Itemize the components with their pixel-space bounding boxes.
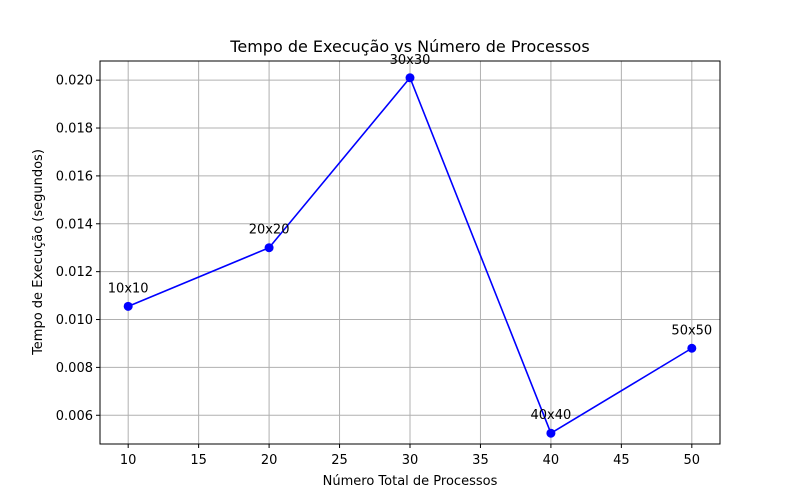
data-label: 20x20 (249, 223, 290, 238)
data-point (123, 301, 133, 311)
y-tick-label: 0.012 (56, 265, 93, 280)
x-tick-label: 10 (120, 453, 137, 468)
data-label: 10x10 (108, 281, 149, 296)
tick-marks: 10 15 20 25 30 35 40 45 50 0.006 0.008 0.010 0.012 0.… (56, 74, 700, 468)
x-tick-label: 20 (261, 453, 278, 468)
data-point (687, 343, 697, 353)
y-tick-label: 0.014 (56, 217, 93, 232)
data-point (264, 243, 274, 253)
chart-title: Tempo de Execução vs Número de Processos (229, 37, 589, 56)
x-tick-label: 15 (190, 453, 207, 468)
x-tick-label: 50 (684, 453, 701, 468)
x-tick-label: 35 (472, 453, 489, 468)
y-tick-label: 0.016 (56, 169, 93, 184)
x-axis-label: Número Total de Processos (323, 474, 498, 489)
y-tick-label: 0.006 (56, 409, 93, 424)
y-tick-label: 0.010 (56, 313, 93, 328)
x-tick-label: 25 (331, 453, 348, 468)
data-label: 30x30 (390, 53, 431, 68)
data-point (546, 428, 556, 438)
x-tick-label: 40 (543, 453, 560, 468)
data-label: 50x50 (671, 323, 712, 338)
y-tick-label: 0.020 (56, 74, 93, 89)
data-point (405, 73, 415, 83)
data-label: 40x40 (531, 408, 572, 423)
y-tick-label: 0.018 (56, 122, 93, 137)
y-tick-label: 0.008 (56, 361, 93, 376)
data-points (123, 73, 697, 438)
y-axis-label: Tempo de Execução (segundos) (31, 149, 46, 356)
x-tick-label: 30 (402, 453, 419, 468)
point-labels: 10x10 20x20 30x30 40x40 50x50 (108, 53, 712, 423)
x-tick-label: 45 (613, 453, 630, 468)
